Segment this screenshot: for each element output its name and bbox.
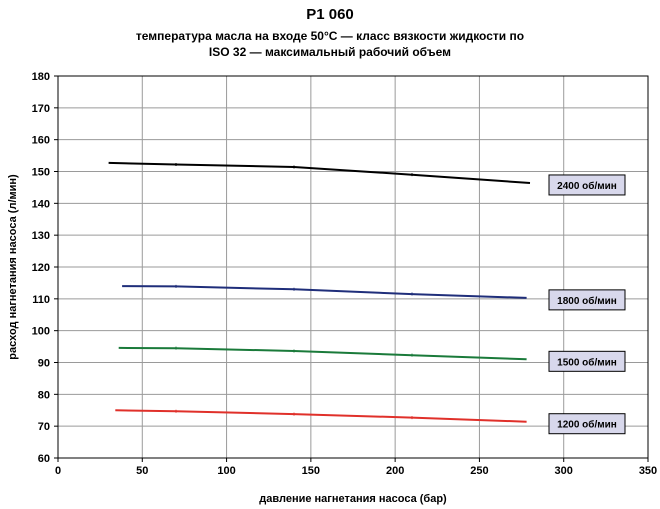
series-label-box: [548, 350, 626, 372]
series-label-box: [548, 289, 626, 311]
x-tick-label: 150: [302, 465, 320, 477]
chart-subtitle-line-2: ISO 32 — максимальный рабочий объем: [208, 45, 452, 59]
y-tick-label: 180: [32, 71, 50, 83]
y-tick-label: 130: [32, 230, 50, 242]
x-tick-label: 250: [470, 465, 488, 477]
y-tick-label: 100: [32, 326, 50, 338]
x-axis-label: давление нагнетания насоса (бар): [259, 493, 447, 505]
x-tick-label: 200: [386, 465, 404, 477]
y-tick-label: 110: [32, 294, 50, 306]
y-tick-label: 160: [32, 135, 50, 147]
y-tick-label: 70: [38, 421, 50, 433]
x-tick-label: 300: [555, 465, 573, 477]
y-tick-label: 120: [32, 262, 50, 274]
series-label: 2400 об/мин: [557, 180, 617, 192]
series-label: 1500 об/мин: [557, 356, 617, 368]
series-label: 1800 об/мин: [557, 295, 617, 307]
chart-title: P1 060: [306, 6, 354, 23]
chart-subtitle-line-1: температура масла на входе 50°С — класс …: [135, 29, 525, 43]
series-label: 1200 об/мин: [557, 419, 617, 431]
plot-frame: [57, 75, 649, 459]
y-tick-label: 60: [38, 453, 50, 465]
x-tick-label: 100: [217, 465, 235, 477]
series-label-box: [548, 174, 626, 196]
y-tick-label: 150: [32, 167, 50, 179]
y-tick-label: 140: [32, 198, 50, 210]
y-tick-label: 80: [38, 389, 50, 401]
x-tick-label: 50: [136, 465, 148, 477]
y-tick-label: 90: [38, 358, 50, 370]
series-label-box: [548, 413, 626, 435]
x-tick-label: 350: [639, 465, 657, 477]
y-axis-label: расход нагнетания насоса (л/мин): [7, 174, 19, 360]
x-tick-label: 0: [55, 465, 61, 477]
y-tick-label: 170: [32, 103, 50, 115]
